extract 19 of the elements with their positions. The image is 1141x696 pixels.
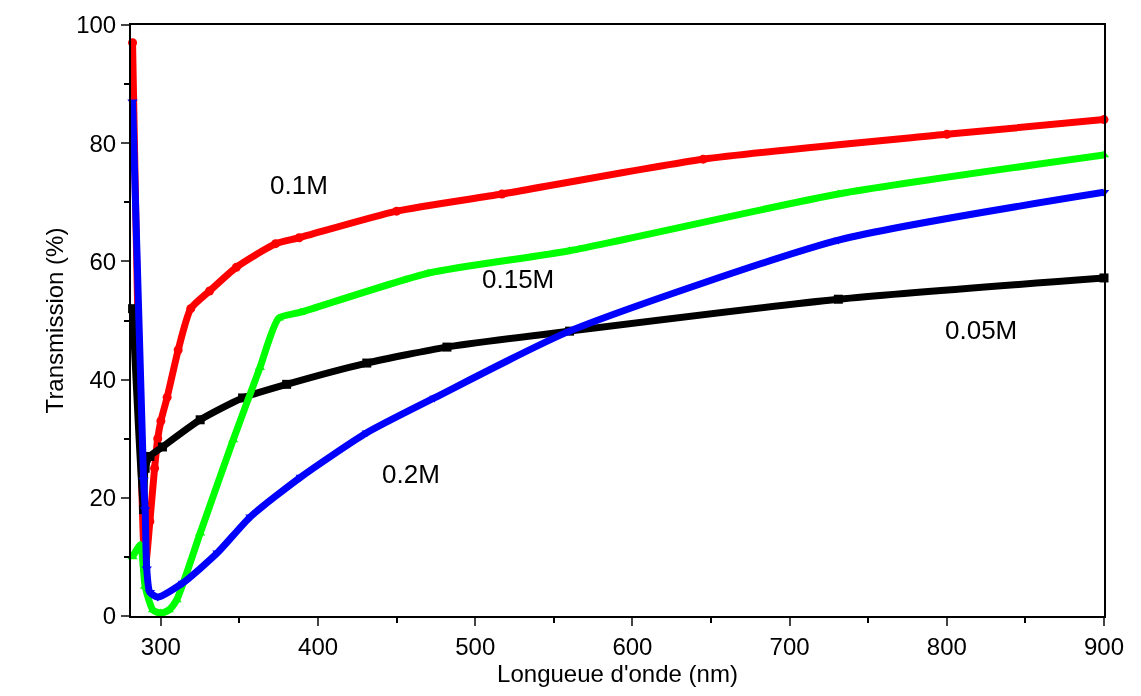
- series-label: 0.1M: [270, 170, 328, 200]
- x-tick-label: 300: [140, 632, 181, 660]
- x-tick-label: 800: [926, 632, 967, 660]
- y-tick-label: 80: [89, 129, 117, 157]
- x-tick-label: 500: [455, 632, 496, 660]
- y-axis-title: Transmission (%): [40, 227, 68, 414]
- y-tick-label: 20: [89, 484, 117, 512]
- y-tick-label: 40: [89, 366, 117, 393]
- y-tick-label: 60: [89, 247, 117, 275]
- series-label: 0.05M: [945, 315, 1018, 345]
- x-axis-title: Longueue d'onde (nm): [497, 659, 738, 687]
- y-tick-label: 100: [76, 11, 117, 39]
- series-label: 0.2M: [382, 459, 440, 489]
- x-tick-label: 400: [298, 632, 339, 660]
- x-tick-label: 600: [612, 632, 653, 660]
- series-label: 0.15M: [482, 264, 555, 294]
- y-tick-label: 0: [102, 602, 117, 630]
- x-tick-label: 900: [1083, 632, 1125, 660]
- x-tick-label: 700: [769, 632, 810, 660]
